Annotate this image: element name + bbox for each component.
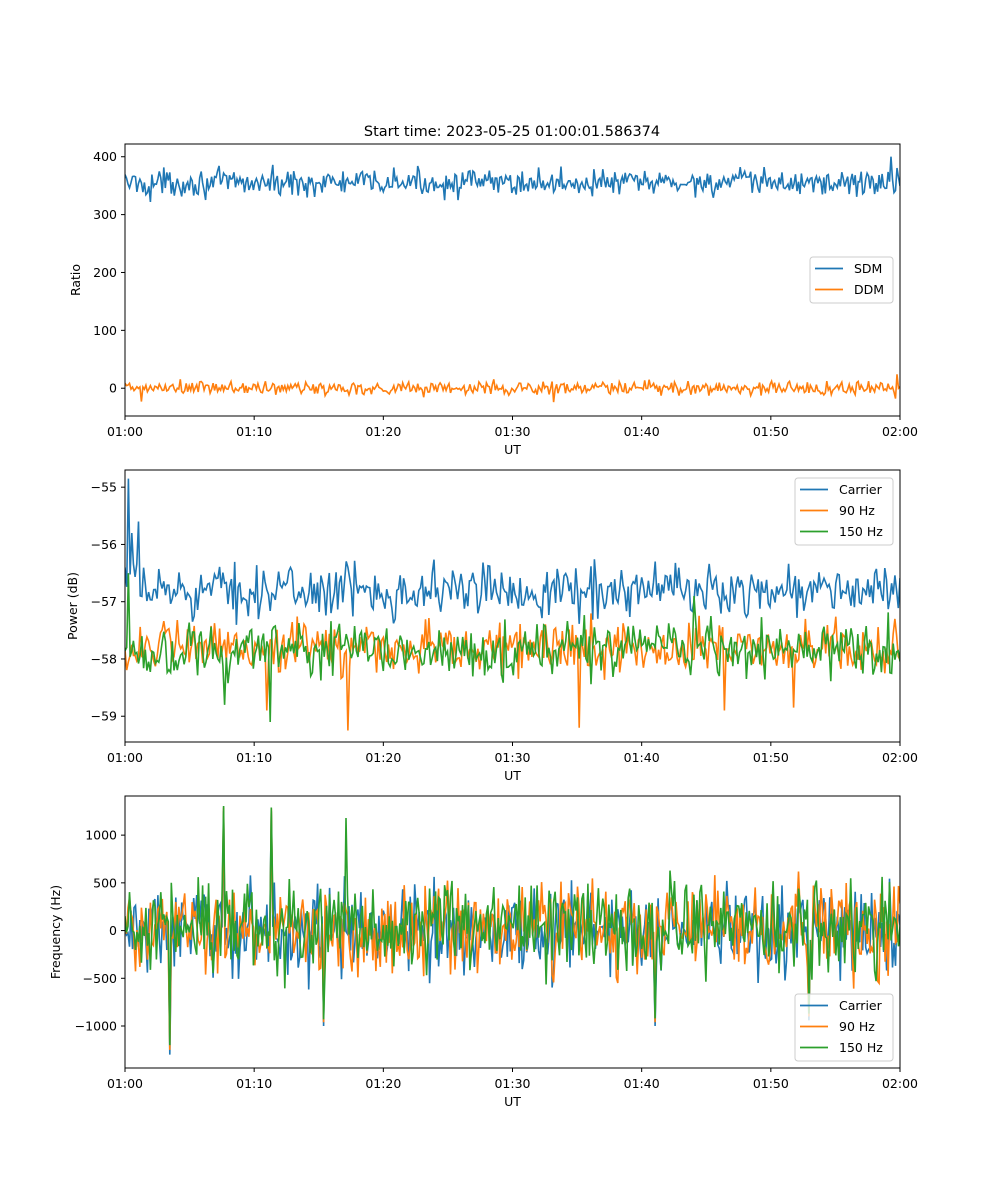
x-tick-label: 01:50 — [753, 1076, 789, 1091]
figure-title: Start time: 2023-05-25 01:00:01.586374 — [364, 124, 660, 140]
legend-label: 150 Hz — [839, 1040, 883, 1055]
chart-2: 01:00 01:10 01:20 01:30 01:40 01:50 02:00 −55 −5… — [65, 469, 918, 783]
y-tick-label: −57 — [91, 594, 117, 609]
legend-box — [794, 993, 894, 1062]
y-tick-label: −55 — [91, 480, 117, 495]
legend: SDM DDM — [809, 256, 894, 304]
legend-label: DDM — [854, 282, 884, 297]
plot-area — [125, 478, 900, 731]
y-tick-label: 400 — [93, 149, 117, 164]
x-tick-label: 01:00 — [107, 750, 143, 765]
x-tick-label: 01:10 — [236, 750, 272, 765]
x-axis-label: UT — [504, 442, 521, 457]
x-tick-label: 02:00 — [882, 750, 918, 765]
series-line-ddm — [125, 374, 900, 403]
legend-label: 90 Hz — [839, 503, 875, 518]
x-tick-label: 02:00 — [882, 424, 918, 439]
chart-3: 01:00 01:10 01:20 01:30 01:40 01:50 02:00 1000 5… — [48, 795, 918, 1109]
y-tick-label: 1000 — [85, 828, 117, 843]
series-line-150-hz — [125, 573, 900, 723]
charts: 01:00 01:10 01:20 01:30 01:40 01:50 02:00 0 100 2… — [48, 143, 918, 1109]
y-tick-label: 100 — [93, 323, 117, 338]
x-tick-label: 01:30 — [494, 424, 530, 439]
x-tick-label: 01:30 — [494, 750, 530, 765]
x-tick-label: 01:40 — [624, 1076, 660, 1091]
legend: Carrier 90 Hz 150 Hz — [794, 477, 894, 546]
x-tick-label: 01:00 — [107, 1076, 143, 1091]
y-tick-label: 300 — [93, 207, 117, 222]
y-tick-label: 200 — [93, 265, 117, 280]
x-tick-label: 02:00 — [882, 1076, 918, 1091]
series-line-carrier — [125, 478, 900, 625]
plot-area — [125, 805, 900, 1055]
x-tick-label: 01:40 — [624, 424, 660, 439]
legend-label: 90 Hz — [839, 1019, 875, 1034]
legend-label: Carrier — [839, 482, 883, 497]
y-tick-label: 500 — [93, 875, 117, 890]
y-tick-label: −58 — [91, 651, 117, 666]
legend-label: Carrier — [839, 998, 883, 1013]
y-axis-label: Frequency (Hz) — [48, 885, 63, 979]
x-tick-label: 01:20 — [365, 750, 401, 765]
x-tick-label: 01:40 — [624, 750, 660, 765]
x-tick-label: 01:50 — [753, 424, 789, 439]
x-tick-label: 01:50 — [753, 750, 789, 765]
legend-label: SDM — [854, 261, 882, 276]
y-tick-label: −1000 — [75, 1019, 117, 1034]
x-tick-label: 01:00 — [107, 424, 143, 439]
series-line-sdm — [125, 156, 900, 202]
y-tick-label: 0 — [109, 923, 117, 938]
x-axis-label: UT — [504, 768, 521, 783]
x-axis-label: UT — [504, 1094, 521, 1109]
legend: Carrier 90 Hz 150 Hz — [794, 993, 894, 1062]
y-tick-label: −56 — [91, 537, 117, 552]
y-tick-label: −59 — [91, 709, 117, 724]
plot-area — [125, 156, 900, 403]
y-tick-label: −500 — [83, 971, 117, 986]
y-axis-label: Power (dB) — [65, 572, 80, 640]
chart-1: 01:00 01:10 01:20 01:30 01:40 01:50 02:00 0 100 2… — [68, 143, 918, 457]
series-line-150-hz — [125, 805, 900, 1046]
legend-box — [794, 477, 894, 546]
y-tick-label: 0 — [109, 381, 117, 396]
x-tick-label: 01:20 — [365, 1076, 401, 1091]
legend-label: 150 Hz — [839, 524, 883, 539]
x-tick-label: 01:10 — [236, 1076, 272, 1091]
y-axis-label: Ratio — [68, 264, 83, 296]
x-tick-label: 01:30 — [494, 1076, 530, 1091]
x-tick-label: 01:20 — [365, 424, 401, 439]
x-tick-label: 01:10 — [236, 424, 272, 439]
